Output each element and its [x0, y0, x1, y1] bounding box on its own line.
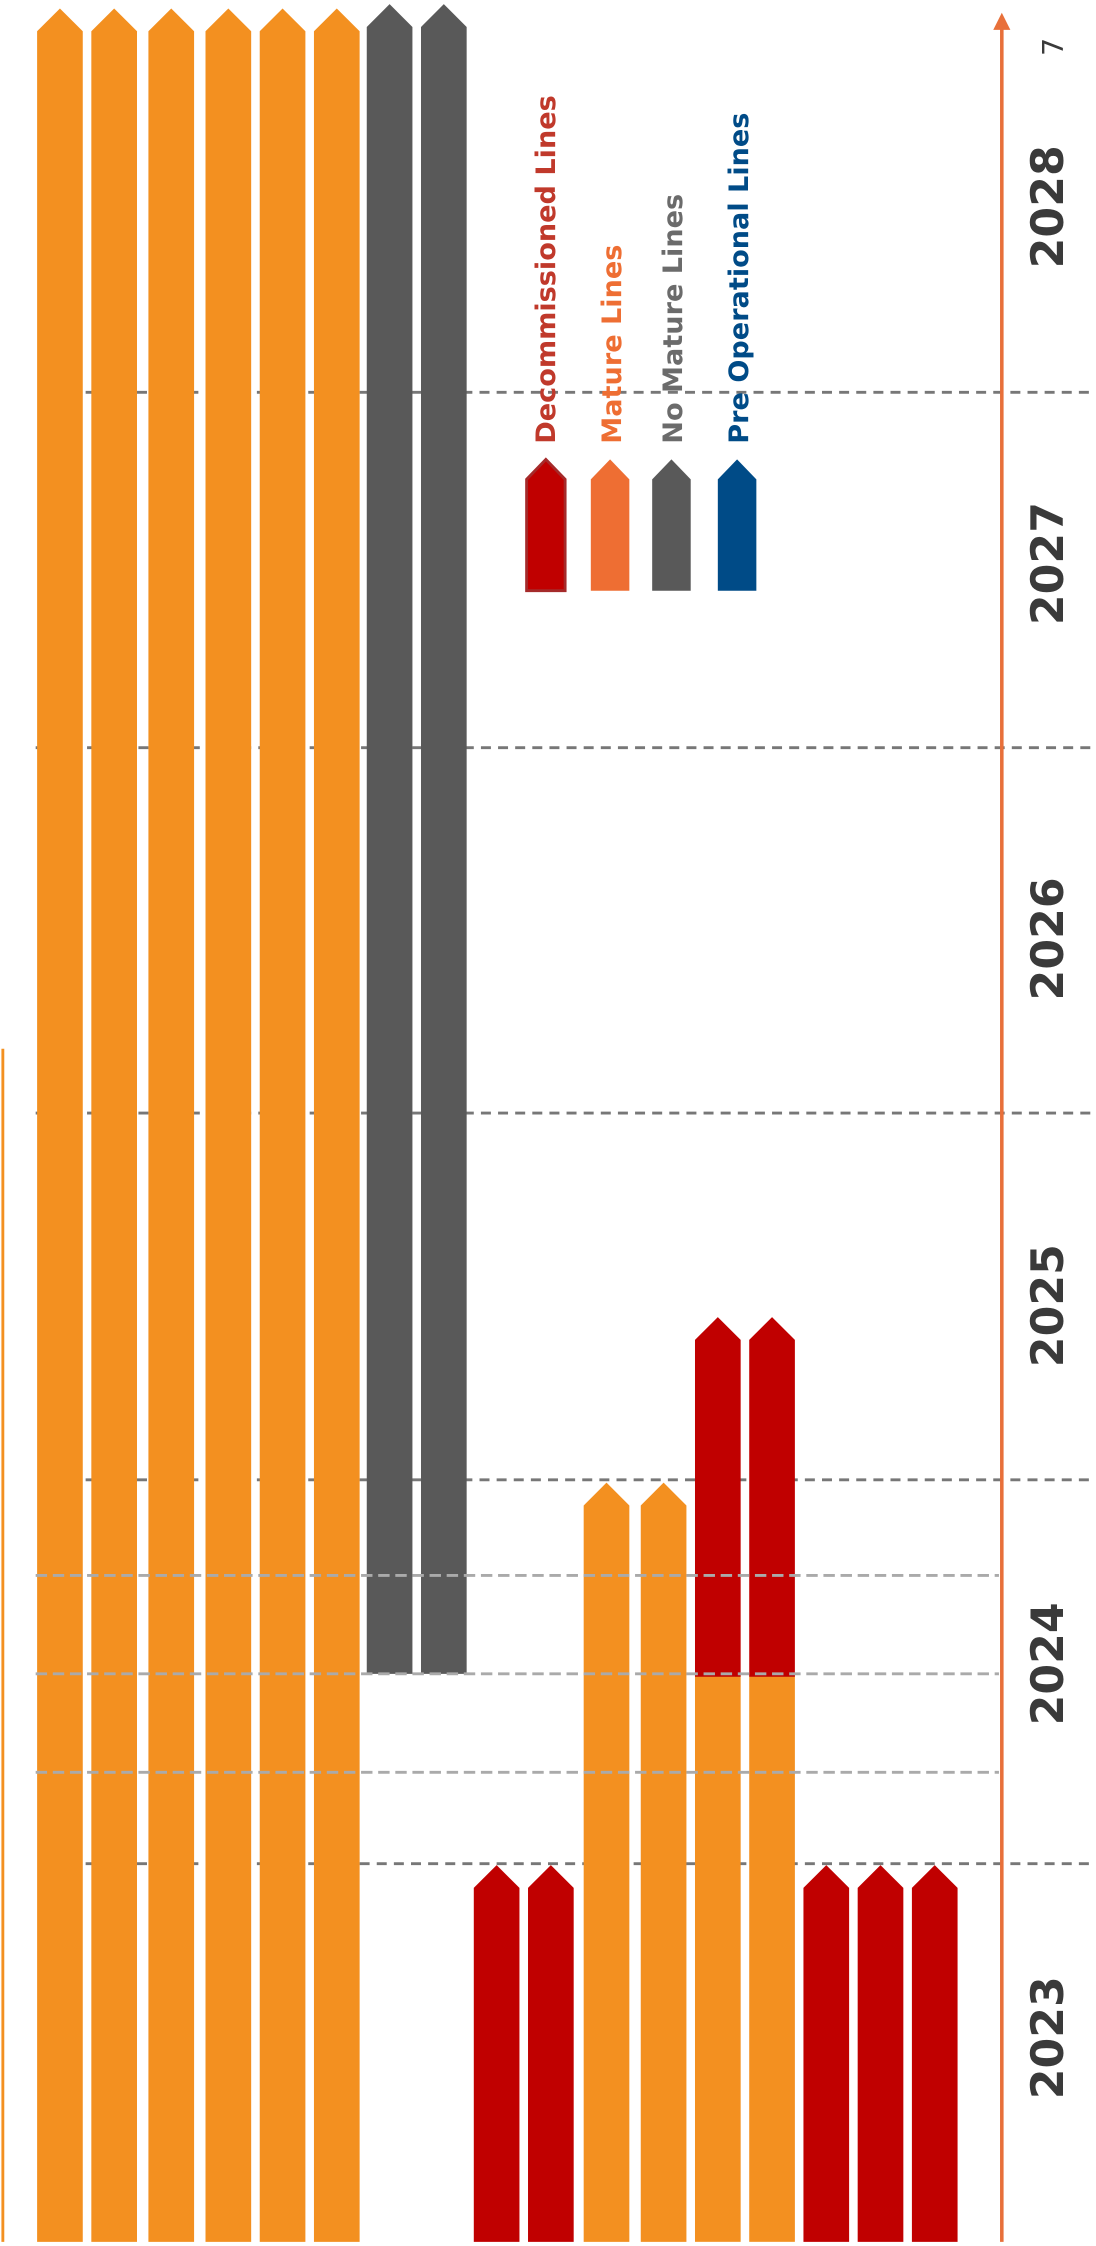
- mature-line-bar: [749, 1673, 795, 2242]
- mature-line-bar: [205, 8, 252, 2242]
- mature-line-bar: [148, 8, 195, 2242]
- no-mature-line-bar: [366, 4, 413, 1674]
- year-label: 2024: [1023, 1602, 1074, 1725]
- mature-line-bar: [91, 8, 137, 2242]
- decommissioned-line-bar: [694, 1317, 741, 1677]
- mature-line-bar: [313, 8, 360, 2242]
- page-number: 7: [1037, 38, 1070, 56]
- legend-swatch: [652, 459, 691, 591]
- decommissioned-line-bar: [911, 1865, 958, 2242]
- no-mature-line-bar: [420, 4, 467, 1674]
- legend-swatch: [717, 459, 757, 591]
- year-labels: 2023 2024 2025 2026 2027 2028: [1023, 145, 1074, 2099]
- time-axis-arrowhead: [993, 12, 1011, 30]
- decommissioned-line-bar: [473, 1865, 520, 2242]
- mature-line-bar: [37, 8, 83, 2242]
- bars: [37, 4, 958, 2242]
- decommissioned-line-bar: [749, 1317, 795, 1677]
- year-label: 2025: [1023, 1244, 1074, 1367]
- decommissioned-line-bar: [803, 1865, 850, 2242]
- legend-label: No Mature Lines: [658, 194, 689, 444]
- legend-swatch: [525, 457, 567, 593]
- year-label: 2026: [1023, 877, 1074, 1000]
- mature-line-bar: [694, 1673, 741, 2242]
- legend: Decommissioned Lines Mature Lines No Matur…: [525, 95, 757, 593]
- decommissioned-line-bar: [528, 1865, 574, 2242]
- legend-label: Pre Operational Lines: [724, 113, 755, 444]
- mature-line-bar: [259, 8, 306, 2242]
- legend-swatch: [590, 459, 630, 591]
- decommissioned-line-bar: [857, 1865, 904, 2242]
- legend-label: Mature Lines: [597, 245, 628, 444]
- legend-label: Decommissioned Lines: [531, 95, 562, 443]
- year-label: 2028: [1023, 145, 1074, 268]
- mature-line-bar: [583, 1482, 630, 2242]
- year-label: 2027: [1023, 502, 1074, 625]
- mature-line-bar: [640, 1482, 687, 2242]
- light-grid: [35, 1573, 999, 1774]
- year-label: 2023: [1023, 1976, 1074, 2099]
